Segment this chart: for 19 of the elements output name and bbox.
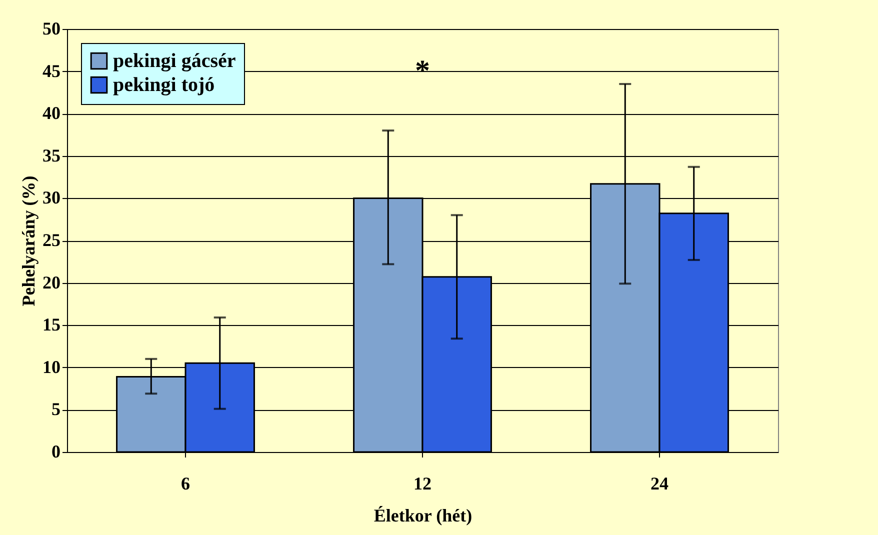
y-tick-label: 20 xyxy=(42,272,60,292)
y-tick-label: 10 xyxy=(42,356,60,377)
x-tick-label: 6 xyxy=(181,474,190,494)
annotation: * xyxy=(415,54,430,88)
y-tick-label: 15 xyxy=(42,314,60,335)
legend-label: pekingi tojó xyxy=(113,74,215,96)
y-tick-label: 30 xyxy=(42,188,60,208)
y-tick-label: 5 xyxy=(52,399,60,420)
x-axis-title: Életkor (hét) xyxy=(374,506,472,526)
y-axis-title: Pehelyarány (%) xyxy=(18,176,38,306)
x-tick-label: 12 xyxy=(414,474,432,494)
y-tick-label: 50 xyxy=(42,18,60,38)
y-tick-label: 45 xyxy=(42,60,60,81)
y-tick-label: 35 xyxy=(42,145,60,166)
y-tick-label: 40 xyxy=(42,103,60,124)
x-tick-label: 24 xyxy=(650,474,668,494)
y-tick-label: 25 xyxy=(42,230,60,250)
y-tick-label: 0 xyxy=(52,442,60,462)
legend-label: pekingi gácsér xyxy=(113,50,236,72)
